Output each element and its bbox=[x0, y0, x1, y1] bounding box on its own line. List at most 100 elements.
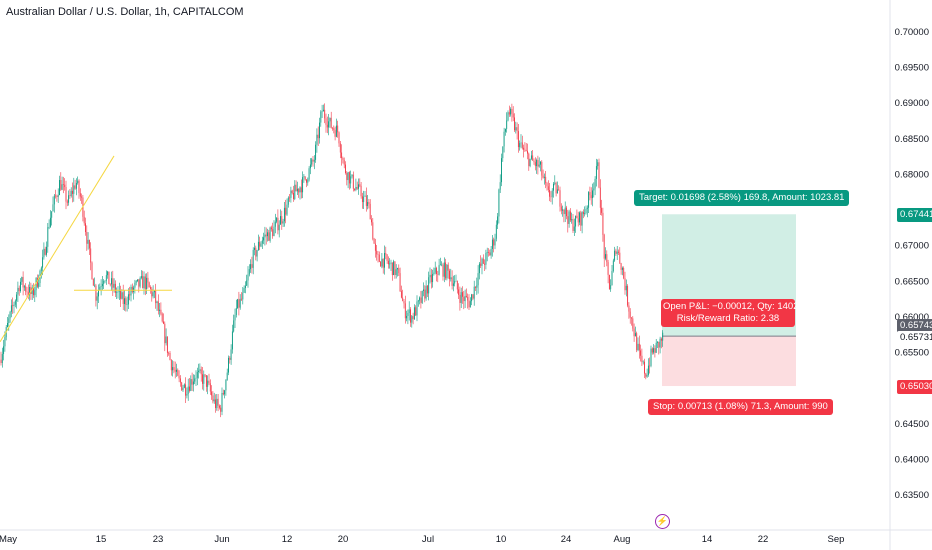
candle bbox=[91, 261, 93, 280]
candle-body bbox=[64, 184, 66, 188]
candle-body bbox=[157, 301, 159, 311]
candle bbox=[348, 171, 350, 190]
candle-body bbox=[130, 286, 132, 296]
candle bbox=[165, 328, 167, 346]
candle-body bbox=[657, 341, 658, 343]
candle bbox=[221, 387, 223, 416]
candle-body bbox=[94, 285, 96, 287]
candle bbox=[265, 227, 267, 245]
x-tick-label: 10 bbox=[496, 534, 507, 545]
candle bbox=[135, 279, 137, 286]
candle-body bbox=[458, 289, 460, 295]
candle-body bbox=[387, 260, 389, 265]
candle bbox=[660, 337, 662, 349]
candle bbox=[387, 256, 389, 269]
candle-body bbox=[645, 373, 647, 377]
candle-body bbox=[660, 338, 662, 341]
candle-body bbox=[348, 172, 350, 184]
candle-body bbox=[75, 183, 77, 189]
candle bbox=[364, 191, 366, 197]
candle-body bbox=[90, 248, 92, 263]
candle bbox=[579, 211, 580, 226]
candle-body bbox=[211, 391, 213, 396]
entry-price-tag: 0.65731 bbox=[897, 331, 932, 345]
candle bbox=[413, 304, 415, 320]
candle-body bbox=[599, 187, 601, 208]
candle-body bbox=[315, 144, 317, 160]
candle-body bbox=[646, 374, 648, 377]
candle bbox=[558, 185, 560, 191]
candle-body bbox=[163, 321, 164, 324]
candle-body bbox=[316, 134, 318, 145]
x-tick-label: May bbox=[0, 534, 17, 545]
candle-body bbox=[629, 311, 631, 318]
candle-body bbox=[23, 286, 25, 288]
candle bbox=[287, 196, 289, 208]
candle-body bbox=[138, 279, 140, 287]
candle bbox=[510, 107, 512, 117]
candle bbox=[621, 266, 623, 276]
candle-body bbox=[48, 226, 50, 228]
target-price-tag: 0.67441 bbox=[897, 208, 932, 222]
candle bbox=[338, 131, 340, 147]
candle-body bbox=[103, 280, 105, 284]
pnl-label[interactable]: Open P&L: −0.00012, Qty: 140252 Risk/Rew… bbox=[661, 299, 809, 327]
candle-body bbox=[304, 176, 306, 180]
candle bbox=[267, 228, 268, 242]
target-label[interactable]: Target: 0.01698 (2.58%) 169.8, Amount: 1… bbox=[634, 190, 850, 206]
candle-body bbox=[185, 384, 187, 396]
candle bbox=[334, 126, 336, 141]
candle bbox=[439, 257, 441, 266]
candle-body bbox=[213, 399, 215, 402]
candle-body bbox=[168, 352, 170, 354]
candle bbox=[27, 284, 29, 300]
candle-body bbox=[488, 252, 489, 253]
candle bbox=[87, 232, 89, 250]
candle bbox=[607, 259, 609, 284]
candle-body bbox=[199, 369, 201, 371]
candle bbox=[257, 234, 259, 251]
candle-body bbox=[29, 287, 31, 296]
candle-body bbox=[81, 196, 83, 198]
candle-body bbox=[18, 287, 20, 292]
candle-body bbox=[523, 147, 525, 150]
stop-label[interactable]: Stop: 0.00713 (1.08%) 71.3, Amount: 990 bbox=[648, 399, 833, 415]
candle bbox=[576, 209, 578, 219]
candle-body bbox=[1, 353, 3, 364]
candle bbox=[13, 301, 15, 314]
candle bbox=[442, 262, 444, 281]
candle-body bbox=[589, 192, 591, 196]
candle bbox=[480, 255, 482, 269]
candle-body bbox=[649, 365, 651, 367]
candle-body bbox=[12, 305, 14, 307]
candle bbox=[384, 245, 385, 275]
candle-body bbox=[452, 283, 454, 286]
candle-body bbox=[341, 152, 343, 159]
candle bbox=[485, 249, 487, 270]
candle bbox=[312, 155, 314, 167]
candle bbox=[478, 262, 480, 280]
candle-body bbox=[134, 282, 136, 288]
candle bbox=[317, 126, 319, 147]
candle-body bbox=[381, 258, 383, 267]
candle-body bbox=[650, 348, 652, 366]
candle bbox=[329, 117, 331, 128]
candle-body bbox=[13, 304, 15, 307]
candle-body bbox=[239, 298, 241, 308]
candle-body bbox=[66, 201, 68, 203]
candle bbox=[35, 277, 37, 298]
candle bbox=[187, 378, 189, 401]
candle bbox=[21, 276, 23, 285]
candle-body bbox=[290, 190, 292, 198]
candle-body bbox=[187, 386, 189, 395]
candle-body bbox=[546, 183, 548, 187]
candle-body bbox=[481, 258, 483, 266]
candle bbox=[421, 290, 423, 305]
candle bbox=[473, 280, 475, 306]
lightning-icon[interactable]: ⚡ bbox=[655, 514, 670, 529]
candle-body bbox=[242, 292, 244, 300]
candle bbox=[204, 374, 206, 378]
candle bbox=[111, 271, 112, 291]
candle bbox=[499, 174, 501, 194]
